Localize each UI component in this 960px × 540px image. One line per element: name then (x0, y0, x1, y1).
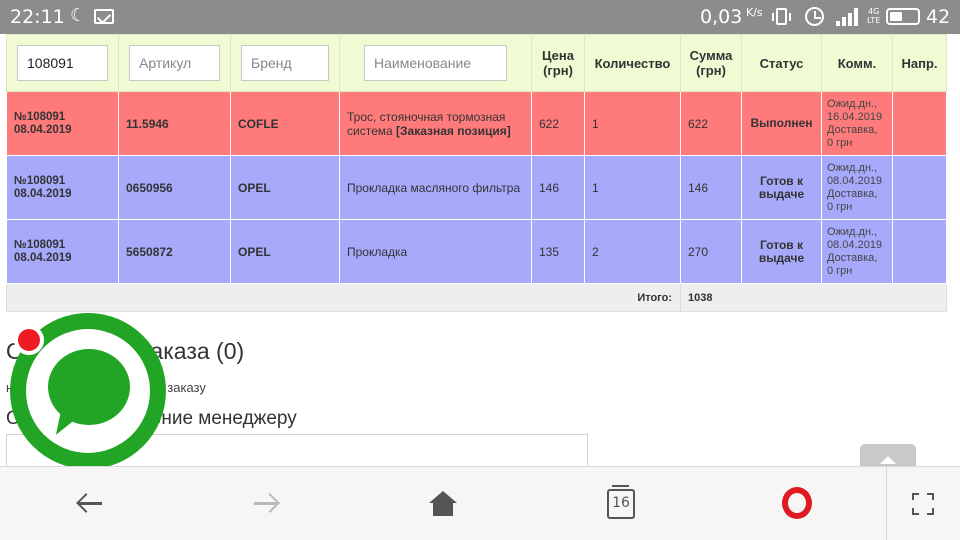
direction-cell (892, 91, 947, 156)
back-arrow-icon[interactable] (76, 489, 104, 517)
col-direction[interactable]: Напр. (892, 34, 947, 92)
status-cell: Выполнен (741, 91, 822, 156)
chat-bubble-tail-icon (55, 413, 79, 439)
battery-icon (886, 8, 920, 25)
total-row: Итого: 1038 (6, 283, 947, 312)
net-speed: 0,03 (700, 6, 743, 28)
price-cell: 146 (531, 155, 585, 220)
table-header-row: Цена (грн) Количество Сумма (грн) Статус… (6, 34, 947, 92)
browser-bottom-bar: 16 (0, 466, 960, 540)
name-filter-cell (339, 34, 532, 92)
vibrate-icon (772, 8, 791, 25)
total-label: Итого: (6, 283, 681, 312)
notification-dot-icon (14, 325, 44, 355)
brand-cell: OPEL (230, 219, 340, 284)
orders-table: Цена (грн) Количество Сумма (грн) Статус… (6, 34, 947, 312)
col-status[interactable]: Статус (741, 34, 822, 92)
network-type: 4G LTE (867, 7, 881, 25)
order-date: 08.04.2019 (14, 251, 72, 264)
name-filter[interactable] (364, 45, 507, 81)
name-cell: Трос, стояночная тормозная система [Зака… (339, 91, 532, 156)
price-cell: 135 (531, 219, 585, 284)
order-cell: №108091 08.04.2019 (6, 91, 119, 156)
col-sum[interactable]: Сумма (грн) (680, 34, 742, 92)
order-cell: №108091 08.04.2019 (6, 155, 119, 220)
col-comment[interactable]: Комм. (821, 34, 893, 92)
order-item-tag: [Заказная позиция] (396, 123, 511, 138)
order-date: 08.04.2019 (14, 187, 72, 200)
price-cell: 622 (531, 91, 585, 156)
chat-icon-bg (26, 329, 150, 453)
sum-cell: 146 (680, 155, 742, 220)
toolbar-divider (886, 467, 887, 540)
total-value: 1038 (680, 283, 947, 312)
table-row[interactable]: №108091 08.04.2019 11.5946 COFLE Трос, ст… (6, 91, 947, 156)
order-number: №108091 (14, 174, 66, 187)
moon-icon: ☾ (70, 5, 87, 26)
brand-filter-cell (230, 34, 340, 92)
home-icon[interactable] (429, 491, 457, 517)
forward-arrow-icon[interactable] (252, 489, 280, 517)
chat-bubble-icon (48, 349, 130, 425)
comment-cell: Ожид.дн., 08.04.2019 Доставка, 0 грн (821, 219, 893, 284)
brand-cell: OPEL (230, 155, 340, 220)
brand-cell: COFLE (230, 91, 340, 156)
name-cell: Прокладка (339, 219, 532, 284)
article-cell: 0650956 (118, 155, 231, 220)
col-quantity[interactable]: Количество (584, 34, 681, 92)
fullscreen-icon[interactable] (912, 493, 934, 515)
order-cell: №108091 08.04.2019 (6, 219, 119, 284)
article-filter[interactable] (129, 45, 220, 81)
message-icon (94, 9, 114, 24)
quantity-cell: 2 (584, 219, 681, 284)
order-number: №108091 (14, 110, 66, 123)
status-bar: 22:11 ☾ 0,03 K/s 4G LTE 42 (0, 0, 960, 34)
battery-level: 42 (926, 6, 951, 28)
direction-cell (892, 219, 947, 284)
article-cell: 11.5946 (118, 91, 231, 156)
chat-button[interactable] (10, 313, 166, 469)
order-date: 08.04.2019 (14, 123, 72, 136)
opera-menu-icon[interactable] (782, 487, 812, 519)
status-cell: Готов к выдаче (741, 155, 822, 220)
direction-cell (892, 155, 947, 220)
order-number: №108091 (14, 238, 66, 251)
clock: 22:11 (10, 6, 65, 28)
name-cell: Прокладка масляного фильтра (339, 155, 532, 220)
comment-cell: Ожид.дн., 08.04.2019 Доставка, 0 грн (821, 155, 893, 220)
article-filter-cell (118, 34, 231, 92)
sum-cell: 270 (680, 219, 742, 284)
signal-icon (836, 8, 860, 26)
alarm-icon (805, 7, 824, 26)
quantity-cell: 1 (584, 91, 681, 156)
table-row[interactable]: №108091 08.04.2019 5650872 OPEL Прокладка… (6, 219, 947, 284)
order-number-filter[interactable] (17, 45, 108, 81)
table-row[interactable]: №108091 08.04.2019 0650956 OPEL Прокладка… (6, 155, 947, 220)
tabs-counter-icon[interactable]: 16 (607, 485, 635, 519)
net-speed-unit: K/s (746, 6, 763, 19)
order-filter-cell (6, 34, 119, 92)
section-subtitle: ну заказу (6, 380, 206, 395)
col-price[interactable]: Цена (грн) (531, 34, 585, 92)
comment-cell: Ожид.дн., 16.04.2019 Доставка, 0 грн (821, 91, 893, 156)
article-cell: 5650872 (118, 219, 231, 284)
brand-filter[interactable] (241, 45, 329, 81)
status-cell: Готов к выдаче (741, 219, 822, 284)
sum-cell: 622 (680, 91, 742, 156)
quantity-cell: 1 (584, 155, 681, 220)
